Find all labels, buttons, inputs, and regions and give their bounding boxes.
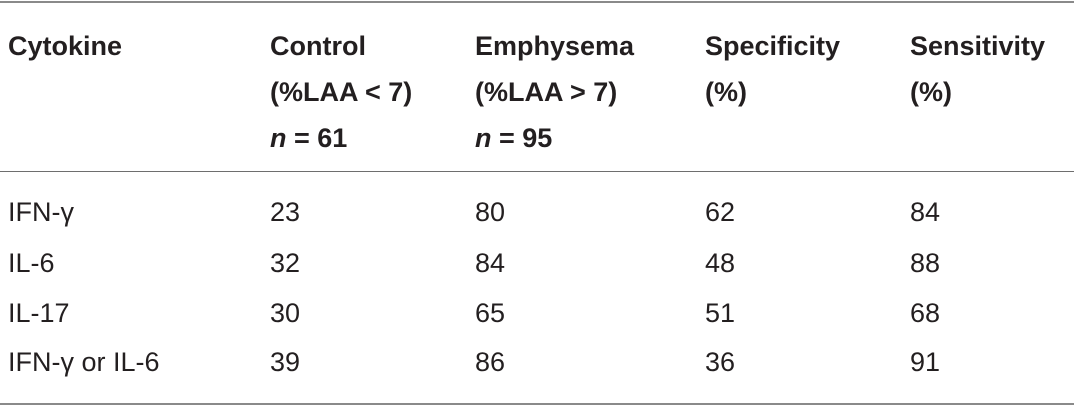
cell-sensitivity: 88 — [910, 248, 941, 278]
table-row: IFN-γ or IL-6 39 86 36 91 — [0, 343, 1074, 381]
header-cytokine: Cytokine — [8, 23, 122, 69]
cell-specificity: 48 — [705, 248, 736, 278]
header-emphysema: Emphysema (%LAA > 7) n = 95 — [475, 23, 634, 161]
header-line: Emphysema — [475, 31, 635, 61]
header-line: Sensitivity — [910, 31, 1046, 61]
table-row: IL-17 30 65 51 68 — [0, 294, 1074, 332]
header-line: (%LAA < 7) — [270, 77, 413, 107]
cell-cytokine: IFN-γ — [8, 197, 74, 227]
cell-sensitivity: 91 — [910, 347, 941, 377]
cell-emphysema: 84 — [475, 248, 506, 278]
cell-cytokine: IL-17 — [8, 298, 70, 328]
cell-control: 30 — [270, 298, 301, 328]
header-line: Specificity — [705, 31, 841, 61]
header-sensitivity: Sensitivity (%) — [910, 23, 1045, 115]
n-variable: n — [475, 123, 492, 153]
n-value: = 61 — [286, 123, 348, 153]
header-control: Control (%LAA < 7) n = 61 — [270, 23, 412, 161]
cell-emphysema: 86 — [475, 347, 506, 377]
header-line: (%LAA > 7) — [475, 77, 618, 107]
cell-control: 39 — [270, 347, 301, 377]
table-row: IL-6 32 84 48 88 — [0, 244, 1074, 282]
header-specificity: Specificity (%) — [705, 23, 840, 115]
cell-sensitivity: 68 — [910, 298, 941, 328]
cell-emphysema: 80 — [475, 197, 506, 227]
cell-control: 23 — [270, 197, 301, 227]
table-bottom-rule — [0, 403, 1074, 405]
header-n-count: n = 95 — [475, 115, 634, 161]
header-line: (%) — [705, 77, 747, 107]
cell-specificity: 62 — [705, 197, 736, 227]
cell-cytokine: IFN-γ or IL-6 — [8, 347, 160, 377]
header-line: Control — [270, 31, 366, 61]
cell-specificity: 51 — [705, 298, 736, 328]
cell-specificity: 36 — [705, 347, 736, 377]
table-row: IFN-γ 23 80 62 84 — [0, 193, 1074, 231]
table-top-rule — [0, 1, 1074, 3]
cell-sensitivity: 84 — [910, 197, 941, 227]
header-line: Cytokine — [8, 31, 123, 61]
header-n-count: n = 61 — [270, 115, 412, 161]
cell-cytokine: IL-6 — [8, 248, 55, 278]
cell-control: 32 — [270, 248, 301, 278]
header-divider-rule — [0, 171, 1074, 172]
n-variable: n — [270, 123, 287, 153]
n-value: = 95 — [491, 123, 553, 153]
cell-emphysema: 65 — [475, 298, 506, 328]
header-line: (%) — [910, 77, 952, 107]
